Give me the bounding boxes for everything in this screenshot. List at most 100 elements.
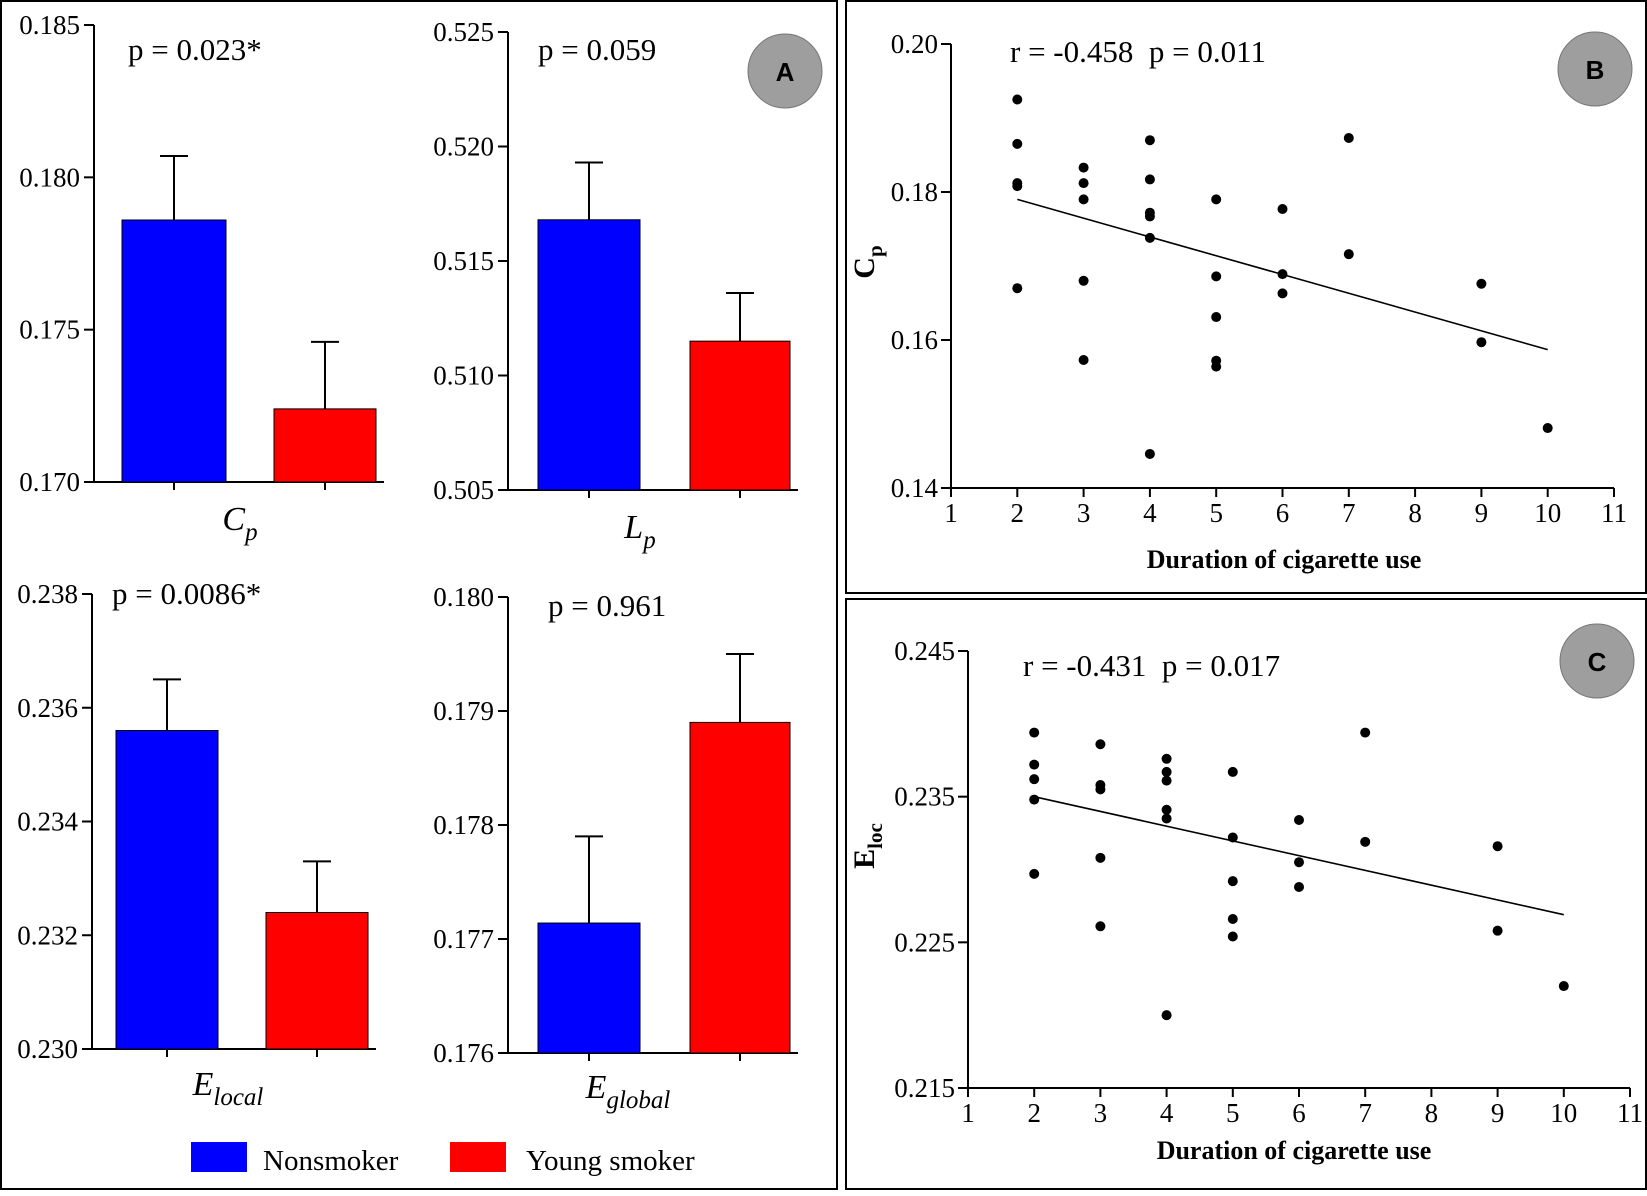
- bar-chart-eglobal: 0.176 0.177 0.178 0.179 0.180 p = 0.961 Egloba…: [433, 582, 798, 1114]
- scatter-point: [1144, 135, 1155, 146]
- y-axis-label: Eloc: [848, 823, 887, 869]
- regression-line: [1034, 795, 1564, 916]
- y-tick-label: 0.505: [433, 475, 494, 505]
- x-tick-label: 9: [1475, 498, 1489, 528]
- scatter-point: [1095, 784, 1106, 795]
- x-tick-label: 10: [1534, 498, 1561, 528]
- p-value-annotation: p = 0.0086*: [112, 576, 261, 611]
- legend-swatch-nonsmoker: [191, 1142, 247, 1172]
- panel-b-badge-label: B: [1586, 55, 1605, 85]
- scatter-point: [1161, 753, 1172, 764]
- correlation-annotation: r = -0.431 p = 0.017: [1023, 648, 1280, 683]
- y-tick-label: 0.176: [433, 1038, 494, 1068]
- y-tick-label: 0.225: [894, 927, 955, 957]
- scatter-point: [1277, 269, 1288, 280]
- x-tick-label: 8: [1408, 498, 1422, 528]
- y-tick-label: 0.236: [17, 693, 78, 723]
- x-tick-label: 11: [1601, 498, 1627, 528]
- legend-label-young-smoker: Young smoker: [526, 1145, 695, 1177]
- scatter-point: [1360, 836, 1371, 847]
- x-axis-label: Duration of cigarette use: [1157, 1136, 1432, 1165]
- scatter-point: [1144, 174, 1155, 185]
- x-tick-label: 3: [1077, 498, 1091, 528]
- bar-nonsmoker: [537, 922, 641, 1054]
- x-tick-label: 4: [1143, 498, 1157, 528]
- y-tick-label: 0.215: [894, 1073, 955, 1103]
- scatter-point: [1294, 814, 1304, 825]
- y-tick-label: 0.234: [17, 807, 78, 837]
- scatter-point: [1029, 868, 1040, 879]
- scatter-point: [1492, 925, 1503, 936]
- x-tick-label: 7: [1358, 1098, 1372, 1128]
- bar-chart-cp: 0.170 0.175 0.180 0.185 p = 0.023* Cp: [19, 10, 384, 546]
- y-tick-label: 0.170: [19, 467, 80, 497]
- scatter-point: [1161, 804, 1172, 815]
- y-tick-label: 0.18: [891, 177, 938, 207]
- scatter-point: [1211, 361, 1222, 372]
- scatter-chart-cp: 0.14 0.16 0.18 0.20 1 2 3 4 5 6 7 8 9 10 11 r = -0.458 …: [848, 29, 1627, 574]
- x-tick-label: 9: [1491, 1098, 1505, 1128]
- scatter-point: [1012, 138, 1023, 149]
- bar-nonsmoker: [121, 219, 227, 483]
- bar-nonsmoker: [537, 219, 641, 491]
- scatter-point: [1277, 204, 1288, 215]
- scatter-point: [1476, 337, 1487, 348]
- y-tick-label: 0.245: [894, 636, 955, 666]
- x-tick-label: 6: [1292, 1098, 1306, 1128]
- panel-b-frame: [845, 0, 1647, 594]
- scatter-chart-eloc: 0.215 0.225 0.235 0.245 1 2 3 4 5 6 7 8 9 10 11 r = -0.…: [848, 636, 1643, 1165]
- bar-nonsmoker: [115, 730, 219, 1050]
- scatter-point: [1029, 794, 1040, 805]
- x-tick-label: 2: [1011, 498, 1025, 528]
- p-value-annotation: p = 0.023*: [128, 32, 262, 67]
- y-tick-label: 0.178: [433, 810, 494, 840]
- x-tick-label: 11: [1617, 1098, 1643, 1128]
- scatter-point: [1476, 278, 1487, 289]
- panel-c-badge-label: C: [1588, 647, 1607, 677]
- category-label: Eglobal: [585, 1069, 671, 1114]
- scatter-point: [1078, 354, 1089, 365]
- y-tick-label: 0.179: [433, 696, 494, 726]
- scatter-point: [1078, 194, 1089, 205]
- scatter-point: [1161, 766, 1172, 777]
- bar-young-smoker: [689, 340, 791, 491]
- scatter-point: [1078, 178, 1089, 189]
- scatter-point: [1161, 775, 1172, 786]
- scatter-point: [1343, 132, 1354, 143]
- y-tick-label: 0.510: [433, 361, 494, 391]
- x-tick-label: 4: [1160, 1098, 1174, 1128]
- scatter-point: [1095, 739, 1106, 750]
- x-tick-label: 7: [1342, 498, 1356, 528]
- x-tick-label: 1: [944, 498, 958, 528]
- x-tick-label: 1: [961, 1098, 975, 1128]
- scatter-point: [1161, 1010, 1172, 1021]
- y-tick-label: 0.238: [17, 579, 78, 609]
- scatter-point: [1012, 94, 1023, 105]
- scatter-point: [1078, 275, 1089, 286]
- category-label: Elocal: [192, 1066, 264, 1111]
- y-tick-label: 0.235: [894, 782, 955, 812]
- x-axis-label: Duration of cigarette use: [1147, 545, 1422, 574]
- y-tick-label: 0.520: [433, 132, 494, 162]
- x-tick-label: 10: [1550, 1098, 1577, 1128]
- panel-a-badge-label: A: [776, 57, 795, 87]
- scatter-point: [1294, 881, 1304, 892]
- x-tick-label: 6: [1276, 498, 1290, 528]
- scatter-point: [1161, 813, 1172, 824]
- scatter-point: [1492, 841, 1503, 852]
- scatter-point: [1029, 727, 1040, 738]
- p-value-annotation: p = 0.059: [538, 32, 656, 67]
- x-tick-label: 3: [1094, 1098, 1108, 1128]
- bar-young-smoker: [689, 721, 791, 1054]
- bar-chart-lp: 0.505 0.510 0.515 0.520 0.525 p = 0.059 Lp: [433, 17, 798, 554]
- y-tick-label: 0.515: [433, 246, 494, 276]
- scatter-point: [1227, 876, 1238, 887]
- x-tick-label: 2: [1027, 1098, 1041, 1128]
- legend-label-nonsmoker: Nonsmoker: [263, 1145, 399, 1177]
- scatter-point: [1360, 727, 1371, 738]
- bar-chart-elocal: 0.230 0.232 0.234 0.236 0.238 p = 0.0086* Eloc…: [17, 576, 376, 1111]
- y-tick-label: 0.525: [433, 17, 494, 47]
- y-tick-label: 0.14: [891, 473, 939, 503]
- y-tick-label: 0.185: [19, 10, 80, 40]
